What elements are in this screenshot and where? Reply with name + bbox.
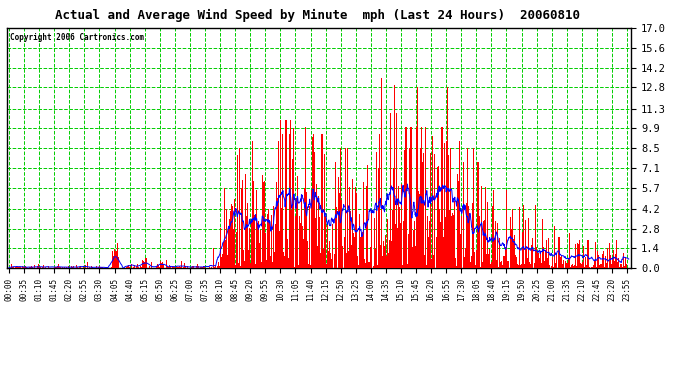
Text: Actual and Average Wind Speed by Minute  mph (Last 24 Hours)  20060810: Actual and Average Wind Speed by Minute … [55, 9, 580, 22]
Text: Copyright 2006 Cartronics.com: Copyright 2006 Cartronics.com [10, 33, 144, 42]
